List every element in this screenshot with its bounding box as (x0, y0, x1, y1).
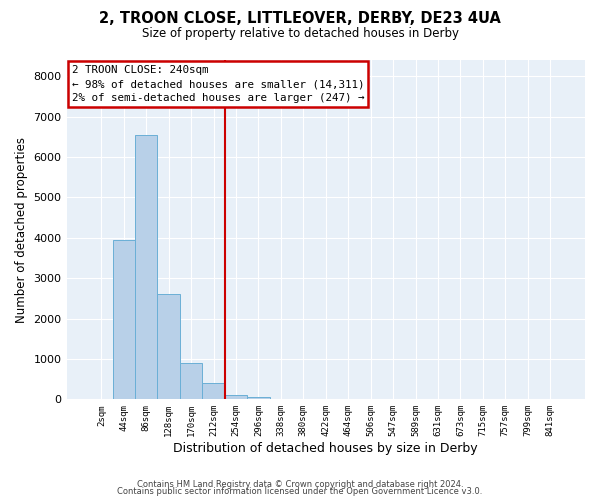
Bar (225, 396, 247, 400)
Bar (247, 398, 269, 400)
Bar (202, 383, 225, 400)
Text: 2, TROON CLOSE, LITTLEOVER, DERBY, DE23 4UA: 2, TROON CLOSE, LITTLEOVER, DERBY, DE23 … (99, 11, 501, 26)
Bar (269, 398, 292, 400)
Text: 2 TROON CLOSE: 240sqm
← 98% of detached houses are smaller (14,311)
2% of semi-d: 2 TROON CLOSE: 240sqm ← 98% of detached … (72, 65, 364, 103)
Bar (180, 363, 202, 400)
Text: Size of property relative to detached houses in Derby: Size of property relative to detached ho… (142, 28, 458, 40)
Text: Contains HM Land Registry data © Crown copyright and database right 2024.: Contains HM Land Registry data © Crown c… (137, 480, 463, 489)
Bar (113, 240, 135, 400)
Bar (157, 294, 180, 400)
Bar (135, 134, 157, 400)
Y-axis label: Number of detached properties: Number of detached properties (15, 136, 28, 322)
X-axis label: Distribution of detached houses by size in Derby: Distribution of detached houses by size … (173, 442, 478, 455)
Text: Contains public sector information licensed under the Open Government Licence v3: Contains public sector information licen… (118, 488, 482, 496)
